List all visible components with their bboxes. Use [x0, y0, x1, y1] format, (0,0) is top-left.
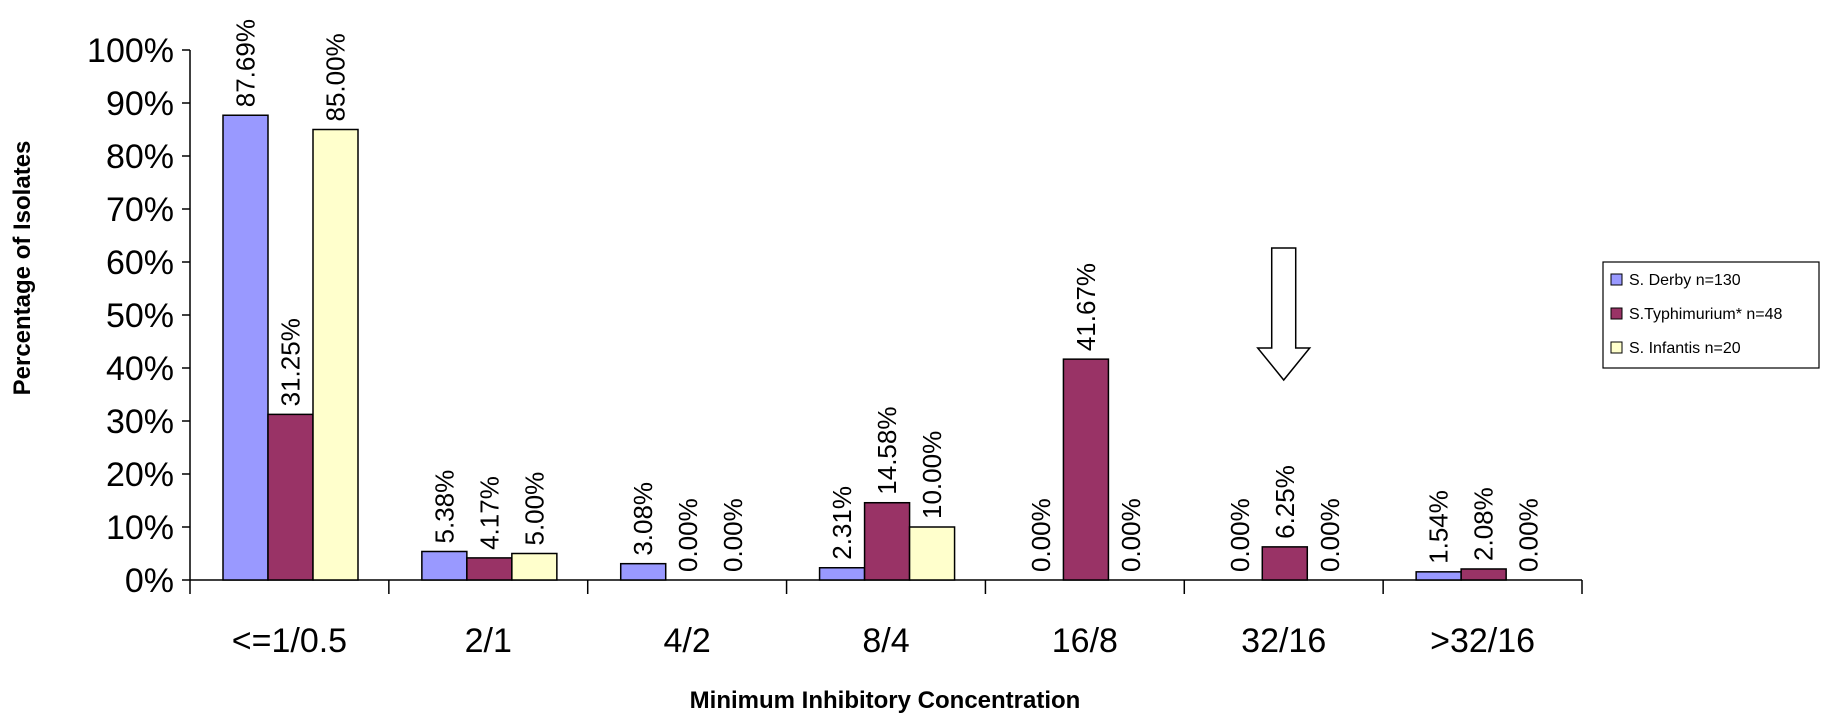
- data-label: 4.17%: [474, 476, 504, 550]
- legend-entry-2: S.Typhimurium* n=48: [1629, 306, 1783, 323]
- x-tick-label: <=1/0.5: [232, 622, 347, 660]
- x-tick-label: >32/16: [1430, 622, 1535, 660]
- bar-2-7: [1460, 568, 1507, 581]
- bar-2-4: [863, 501, 911, 581]
- data-label: 5.38%: [429, 470, 459, 544]
- y-tick-label: 10%: [106, 509, 174, 547]
- x-tick-label: 2/1: [465, 622, 512, 660]
- down-arrow-icon: [1256, 247, 1312, 382]
- y-tick-label: 60%: [106, 244, 174, 282]
- data-label: 2.31%: [827, 486, 857, 560]
- bar-1-1: [222, 114, 269, 581]
- y-tick-label: 70%: [106, 191, 174, 229]
- bar-3-1: [312, 128, 359, 581]
- data-label: 0.00%: [1026, 498, 1056, 572]
- data-labels: 87.69% 5.38% 3.08% 2.31% 0.00% 0.00% 1.54% 31.2…: [231, 19, 1544, 572]
- legend-swatch-3: [1610, 341, 1623, 354]
- y-tick-label: 100%: [87, 32, 174, 70]
- data-label: 0.00%: [1315, 498, 1345, 572]
- data-label: 0.00%: [718, 498, 748, 572]
- y-axis-title-group: Percentage of Isolates: [9, 141, 36, 396]
- data-label: 0.00%: [673, 498, 703, 572]
- bar-2-6: [1261, 546, 1309, 581]
- data-label: 31.25%: [276, 318, 306, 406]
- bar-1-3: [619, 562, 667, 581]
- bar-3-2: [511, 552, 558, 581]
- bar-1-7: [1415, 571, 1462, 581]
- y-tick-label: 40%: [106, 350, 174, 388]
- legend-entry-3: S. Infantis n=20: [1629, 340, 1741, 357]
- legend: S. Derby n=130 S.Typhimurium* n=48 S. Infa…: [1602, 261, 1820, 369]
- x-tick-label: 16/8: [1052, 622, 1118, 660]
- bar-1-2: [421, 550, 468, 581]
- x-tick-label: 8/4: [862, 622, 909, 660]
- data-label: 6.25%: [1270, 465, 1300, 539]
- x-tick-label: 32/16: [1241, 622, 1326, 660]
- y-tick-label: 80%: [106, 138, 174, 176]
- y-tick-label: 30%: [106, 403, 174, 441]
- axes: 0% 10% 20% 30% 40% 50% 60% 70% 80% 90% 100% <=1/0.5…: [87, 32, 1583, 660]
- y-tick-label: 20%: [106, 456, 174, 494]
- data-label: 10.00%: [917, 431, 947, 519]
- data-label: 0.00%: [1225, 498, 1255, 572]
- data-label: 41.67%: [1071, 263, 1101, 351]
- bar-1-4: [818, 567, 866, 581]
- y-tick-label: 90%: [106, 85, 174, 123]
- y-axis-title: Percentage of Isolates: [9, 141, 36, 396]
- x-axis-title: Minimum Inhibitory Concentration: [690, 687, 1081, 714]
- data-label: 0.00%: [1514, 498, 1544, 572]
- bar-3-4: [908, 526, 956, 581]
- data-label: 2.08%: [1469, 487, 1499, 561]
- bar-2-2: [466, 557, 513, 581]
- bars: [222, 114, 1507, 581]
- x-tick-label: 4/2: [664, 622, 711, 660]
- legend-swatch-2: [1610, 307, 1623, 320]
- data-label: 87.69%: [231, 19, 261, 107]
- data-label: 1.54%: [1424, 490, 1454, 564]
- legend-entry-1: S. Derby n=130: [1629, 272, 1741, 289]
- legend-box: [1602, 261, 1820, 369]
- data-label: 3.08%: [628, 482, 658, 556]
- y-tick-label: 0%: [125, 562, 174, 600]
- bar-2-5: [1062, 358, 1110, 581]
- annotations: [1256, 247, 1312, 382]
- y-tick-label: 50%: [106, 297, 174, 335]
- data-label: 5.00%: [519, 472, 549, 546]
- bar-2-1: [267, 413, 314, 581]
- data-label: 14.58%: [872, 407, 902, 495]
- legend-swatch-1: [1610, 273, 1623, 286]
- data-label: 85.00%: [321, 33, 351, 121]
- data-label: 0.00%: [1116, 498, 1146, 572]
